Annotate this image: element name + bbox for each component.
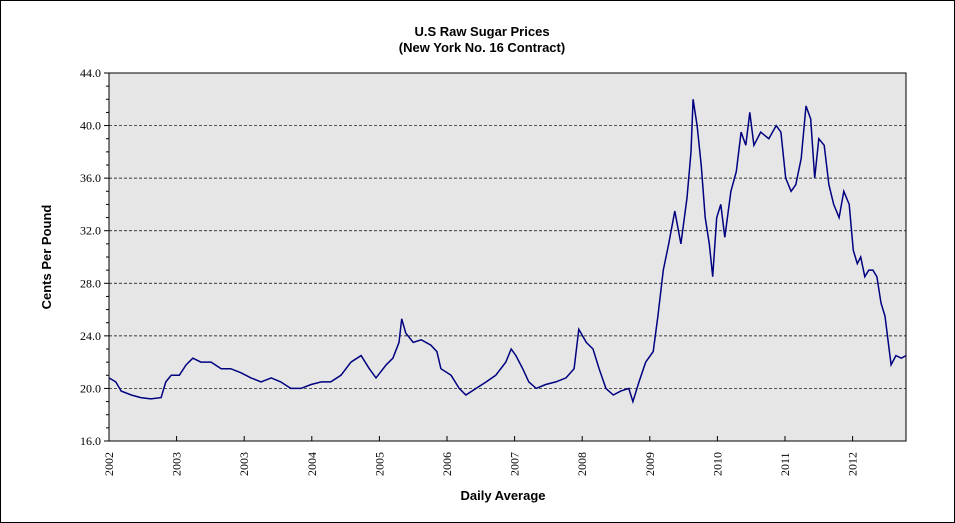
chart-title: U.S Raw Sugar Prices — [414, 24, 549, 39]
x-tick-label: 2008 — [575, 452, 589, 476]
plot-area — [108, 72, 907, 442]
x-tick-label: 2006 — [440, 452, 454, 476]
chart-subtitle: (New York No. 16 Contract) — [399, 40, 565, 55]
price-line — [108, 99, 907, 405]
x-tick-label: 2012 — [846, 452, 860, 476]
x-tick-label: 2007 — [508, 452, 522, 476]
y-axis-label: Cents Per Pound — [39, 205, 54, 310]
x-tick-label: 2002 — [102, 452, 116, 476]
x-tick-label: 2003 — [237, 452, 251, 476]
x-axis-label: Daily Average — [460, 488, 545, 503]
x-tick-label: 2011 — [778, 452, 792, 476]
x-tick-label: 2009 — [643, 452, 657, 476]
y-tick-label: 40.0 — [80, 119, 101, 133]
y-tick-label: 44.0 — [80, 66, 101, 80]
y-tick-label: 24.0 — [80, 329, 101, 343]
x-tick-label: 2005 — [372, 452, 386, 476]
y-tick-label: 32.0 — [80, 224, 101, 238]
y-tick-label: 20.0 — [80, 381, 101, 395]
y-tick-label: 28.0 — [80, 276, 101, 290]
x-tick-label: 2010 — [710, 452, 724, 476]
y-tick-label: 36.0 — [80, 171, 101, 185]
x-tick-label: 2003 — [170, 452, 184, 476]
x-tick-label: 2004 — [305, 452, 319, 476]
y-tick-label: 16.0 — [80, 434, 101, 448]
